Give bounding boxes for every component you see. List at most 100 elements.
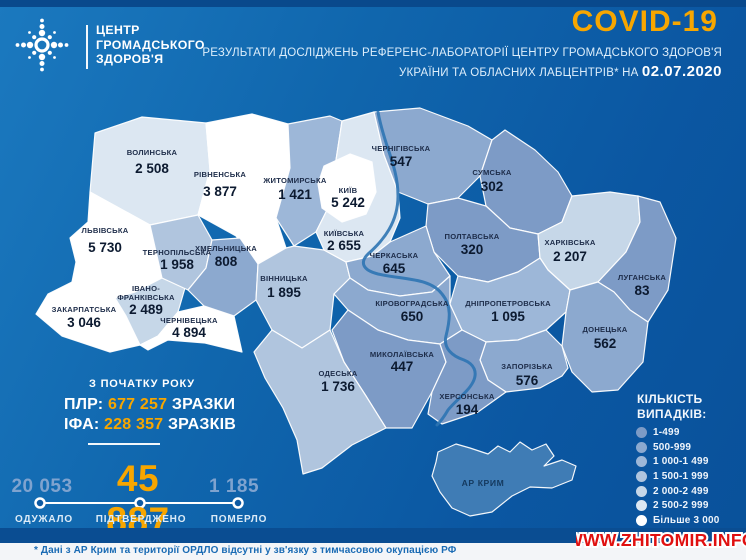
subtitle-line-2: УКРАЇНИ ТА ОБЛАСНИХ ЛАБЦЕНТРІВ* НА 02.07… [399,63,722,80]
org-name-line: ЗДОРОВ'Я [96,52,164,67]
region-value: 1 421 [278,187,312,202]
top-accent-strip [0,0,746,7]
region-label: ВОЛИНСЬКА [127,148,178,157]
samples-divider [88,443,160,445]
legend-item-label: 2 500-2 999 [653,500,709,512]
region-label: ДОНЕЦЬКА [583,325,628,334]
legend-item: 1 500-1 999 [636,469,720,484]
samples-row-value: 677 257 [107,396,168,413]
legend-dot-icon [636,426,647,438]
region-value: 562 [594,336,617,351]
page-title: COVID-19 [571,5,718,38]
legend-title-line: ВИПАДКІВ: [637,407,707,421]
legend-item-label: 1 000-1 499 [653,456,709,468]
region-value: 650 [401,309,424,324]
footnote: * Дані з АР Крим та території ОРДЛО відс… [34,545,457,556]
region-kyiv [317,153,377,223]
subtitle-line-2-text: УКРАЇНИ ТА ОБЛАСНИХ ЛАБЦЕНТРІВ* НА [399,67,639,79]
region-label: ХАРКІВСЬКА [544,238,595,247]
region-value: 547 [390,154,413,169]
recovered-value: 20 053 [11,476,73,497]
legend-dot-icon [636,500,647,512]
region-label: ЛУГАНСЬКА [618,273,666,282]
region-chernivtsi [139,305,243,353]
deaths-value: 1 185 [208,476,260,497]
region-label: МИКОЛАЇВСЬКА [370,350,435,359]
samples-row-ifa: ІФА: 228 357 ЗРАЗКІВ [64,415,236,435]
legend-item: 1-499 [636,425,720,440]
legend-title: КІЛЬКІСТЬ ВИПАДКІВ: [637,392,707,422]
region-label: ХМЕЛЬНИЦЬКА [195,244,257,253]
legend-item: 500-999 [636,440,720,455]
region-value: 2 489 [129,302,163,317]
region-value: 5 730 [88,240,122,255]
region-value: 1 895 [267,285,301,300]
samples-row-unit: ЗРАЗКИ [171,396,236,413]
region-value: 1 958 [160,257,194,272]
samples-box: З ПОЧАТКУ РОКУ ПЛР: 677 257 ЗРАЗКИ ІФА: … [64,378,236,445]
legend-dot-icon [636,514,647,526]
region-value: 3 877 [203,184,237,199]
svg-text:WWW.ZHITOMIR.INFO: WWW.ZHITOMIR.INFO [576,530,746,550]
legend-title-line: КІЛЬКІСТЬ [637,392,703,406]
region-label: ЗАКАРПАТСЬКА [52,305,117,314]
region-value: 2 508 [135,161,169,176]
logo-divider [86,25,88,69]
totals-connector [34,497,244,509]
legend-item: 1 000-1 499 [636,454,720,469]
region-value: 302 [481,179,504,194]
region-value: 83 [634,283,650,298]
legend-item-label: 2 000-2 499 [653,485,709,497]
legend-dot-icon [636,485,647,497]
region-khmelnytskyi [187,237,259,317]
legend-item-label: 1 500-1 999 [653,470,709,482]
region-value: 576 [516,373,539,388]
region-label: ХЕРСОНСЬКА [439,392,495,401]
legend-item: Більше 3 000 [636,513,720,528]
region-label: ТЕРНОПІЛЬСЬКА [143,248,212,257]
footer-bar [0,543,746,560]
region-odesa [253,329,387,475]
region-label: КІРОВОГРАДСЬКА [375,299,449,308]
region-value: 645 [383,261,406,276]
samples-row-value: 228 357 [104,416,164,433]
region-chernihiv [373,107,493,205]
samples-row-plr: ПЛР: 677 257 ЗРАЗКИ [64,395,235,415]
region-kherson [427,329,507,425]
region-value: 4 894 [172,325,206,340]
confirmed-label: ПІДТВЕРДЖЕНО [95,514,187,525]
region-zakarpattia [35,281,141,353]
legend-dot-icon [636,456,647,468]
region-label: АР КРИМ [462,478,505,488]
region-value: 2 655 [327,238,361,253]
watermark: WWW.ZHITOMIR.INFO [576,528,746,552]
region-label: ЗАПОРІЗЬКА [501,362,553,371]
samples-row-label: ПЛР: [64,396,104,413]
region-label: ЛЬВІВСЬКА [82,226,129,235]
region-label: КИЇВСЬКА [324,229,365,238]
recovered-label: ОДУЖАЛО [15,514,73,525]
dnipro-river [361,110,477,427]
subtitle-line-1: РЕЗУЛЬТАТИ ДОСЛІДЖЕНЬ РЕФЕРЕНС-ЛАБОРАТОР… [202,47,722,59]
report-date: 02.07.2020 [641,63,722,80]
org-name: ЦЕНТР ГРОМАДСЬКОГО ЗДОРОВ'Я [96,23,205,67]
legend-item-label: 500-999 [653,441,692,453]
legend-item: 2 500-2 999 [636,498,720,513]
region-label: КИЇВ [339,186,358,195]
region-value: 5 242 [331,195,365,210]
totals-block: 20 053 45 887 1 185 ОДУЖАЛО ПІДТВЕРДЖЕНО… [0,456,300,541]
samples-title: З ПОЧАТКУ РОКУ [89,378,195,390]
legend-dot-icon [636,470,647,482]
legend-item-label: 1-499 [653,426,680,438]
region-label: ДНІПРОПЕТРОВСЬКА [465,299,551,308]
region-value: 2 207 [553,249,587,264]
region-donetsk [561,281,649,393]
org-name-line: ЦЕНТР [96,23,140,37]
region-label: ЧЕРКАСЬКА [370,251,419,260]
region-label: ІВАНО-ФРАНКІВСЬКА [117,284,175,302]
region-crimea [431,441,577,517]
region-label: ЧЕРНІВЕЦЬКА [160,316,218,325]
region-label: ЖИТОМИРСЬКА [262,176,326,185]
